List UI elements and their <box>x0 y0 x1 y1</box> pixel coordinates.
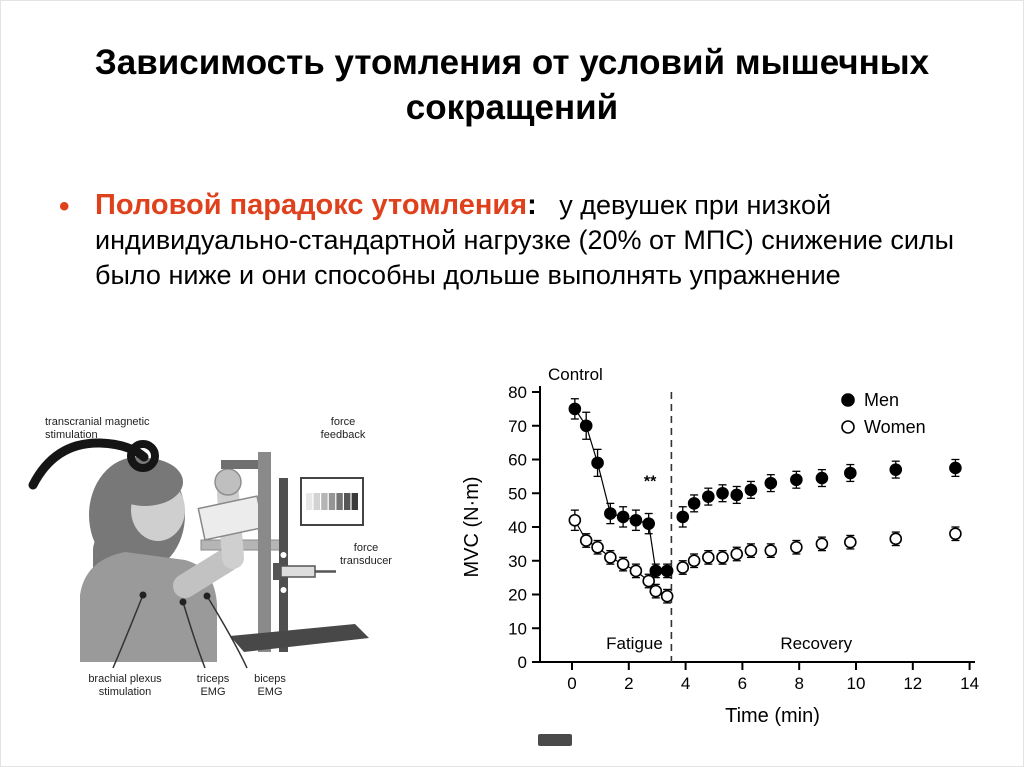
bullet-body-text: у девушек при низкой индивидуально-станд… <box>95 190 962 290</box>
base-shape <box>230 624 369 652</box>
svg-text:8: 8 <box>794 674 803 693</box>
emg-wire <box>112 594 144 669</box>
fist-shape <box>214 468 242 496</box>
svg-text:50: 50 <box>508 484 527 503</box>
mvc-chart-svg: 0 10 20 30 40 50 60 70 80 0 2 4 6 8 10 12 14 Control Fatig… <box>461 365 979 727</box>
emg-wire <box>182 601 206 669</box>
svg-text:Control: Control <box>548 365 603 384</box>
svg-text:20: 20 <box>508 586 527 605</box>
svg-text:Time (min): Time (min) <box>725 705 820 727</box>
svg-text:0: 0 <box>567 674 576 693</box>
force-transducer-shape <box>273 563 281 580</box>
svg-text:12: 12 <box>903 674 922 693</box>
label-force-transducer: force transducer <box>340 542 392 567</box>
label-force-feedback: force feedback <box>320 416 366 441</box>
experimental-setup-diagram: transcranial magnetic stimulation force … <box>25 390 445 710</box>
svg-text:80: 80 <box>508 383 527 402</box>
bullet-colon: : <box>527 189 537 221</box>
label-biceps-emg: biceps EMG <box>254 673 286 698</box>
emg-wire <box>206 595 248 669</box>
bullet-lead-text: Половой парадокс утомления <box>95 189 528 221</box>
svg-text:Women: Women <box>864 417 926 437</box>
bullet-marker: • <box>59 190 70 223</box>
slide-title-line1: Зависимость утомления от условий мышечны… <box>94 43 930 82</box>
svg-text:4: 4 <box>681 674 690 693</box>
svg-text:Men: Men <box>864 390 899 410</box>
bullet-paragraph: • Половой парадокс утомления: у девушек п… <box>59 188 980 293</box>
frame-bar <box>279 478 288 652</box>
svg-text:70: 70 <box>508 417 527 436</box>
svg-text:2: 2 <box>624 674 633 693</box>
svg-text:0: 0 <box>518 653 527 672</box>
cropped-caption-fragment <box>538 734 572 746</box>
svg-text:6: 6 <box>738 674 747 693</box>
setup-illustration <box>28 438 369 669</box>
mvc-chart: 0 10 20 30 40 50 60 70 80 0 2 4 6 8 10 12 14 Control Fatig… <box>440 362 1015 752</box>
arm-brace <box>197 495 265 541</box>
label-brachial-plexus-stimulation: brachial plexus stimulation <box>88 673 162 698</box>
frame-bar <box>258 452 271 652</box>
svg-text:10: 10 <box>508 619 527 638</box>
svg-text:60: 60 <box>508 451 527 470</box>
svg-text:14: 14 <box>960 674 979 693</box>
svg-text:MVC (N·m): MVC (N·m) <box>461 476 483 577</box>
svg-text:30: 30 <box>508 552 527 571</box>
label-triceps-emg: triceps EMG <box>196 673 230 698</box>
slide-title-line2: сокращений <box>405 88 619 127</box>
svg-text:Fatigue: Fatigue <box>606 634 663 653</box>
svg-text:40: 40 <box>508 518 527 537</box>
slide-title: Зависимость утомления от условий мышечны… <box>0 40 1024 130</box>
tms-coil-icon <box>127 440 159 472</box>
svg-text:10: 10 <box>847 674 866 693</box>
label-transcranial-magnetic-stimulation: transcranial magnetic stimulation <box>45 416 150 441</box>
svg-text:Recovery: Recovery <box>780 634 852 653</box>
svg-text:**: ** <box>644 474 657 491</box>
